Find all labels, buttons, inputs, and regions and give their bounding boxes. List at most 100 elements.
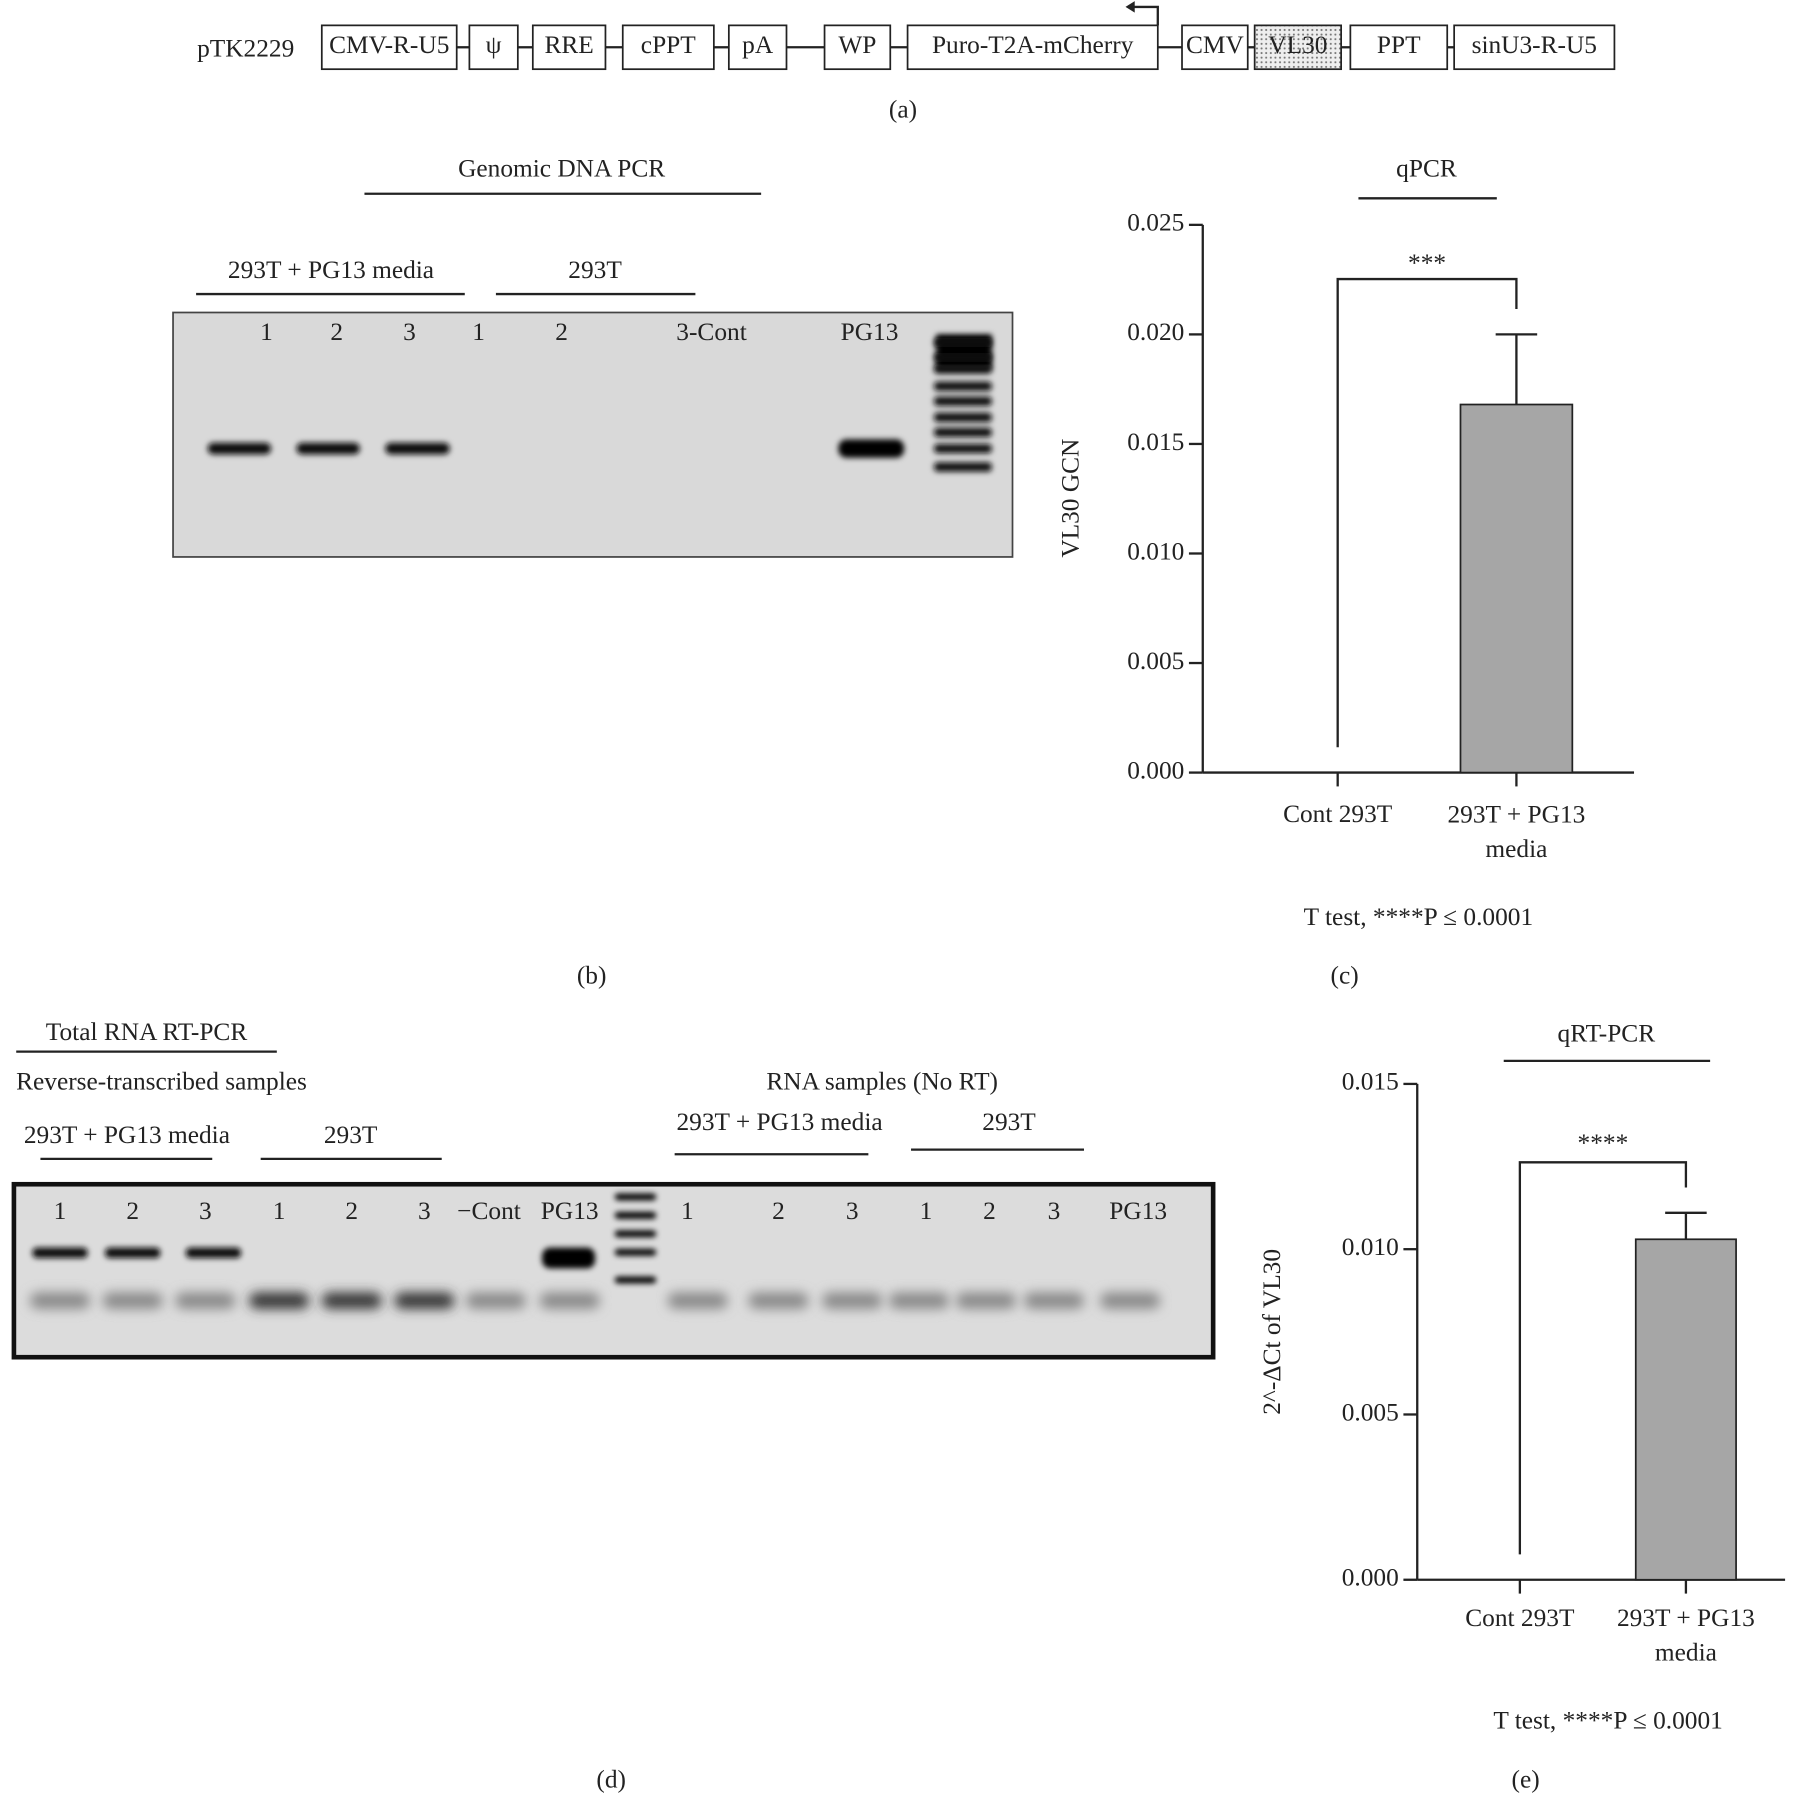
element-label: CMV-R-U5 — [329, 31, 449, 59]
element-label: sinU3-R-U5 — [1472, 31, 1597, 59]
significance-bracket — [1518, 1161, 1688, 1555]
element-label: Puro-T2A-mCherry — [932, 31, 1134, 59]
band — [249, 1292, 310, 1309]
band — [30, 1292, 91, 1309]
ladder-band — [934, 364, 992, 374]
construct-element — [621, 24, 715, 71]
construct-element — [906, 24, 1159, 71]
lane-label: 3-Cont — [676, 318, 746, 346]
ladder-band — [614, 1276, 657, 1284]
lane-label: 3 — [1048, 1197, 1061, 1225]
lane-label: PG13 — [541, 1197, 599, 1225]
ladder-band — [614, 1193, 657, 1201]
y-tick-label: 0.020 — [1127, 318, 1184, 346]
band — [394, 1292, 455, 1309]
y-tick-label: 0.025 — [1127, 209, 1184, 237]
bar — [1634, 1238, 1737, 1581]
band — [542, 1247, 596, 1269]
band — [822, 1292, 883, 1309]
lane-label: 1 — [681, 1197, 694, 1225]
group-label: 293T + PG13 media — [677, 1108, 883, 1136]
ladder-band — [934, 412, 992, 423]
lane-label: 2 — [555, 318, 568, 346]
band — [185, 1247, 242, 1259]
x-tick-label: 293T + PG13 media — [1617, 1604, 1755, 1667]
label-line: 293T + PG13 — [1447, 800, 1585, 828]
y-tick-label: 0.005 — [1342, 1398, 1399, 1426]
band — [105, 1247, 161, 1259]
lane-label: PG13 — [1109, 1197, 1167, 1225]
group-label: 293T — [982, 1108, 1036, 1136]
caption: (c) — [1331, 962, 1359, 990]
significance-bracket — [1336, 277, 1518, 748]
lane-label: 1 — [260, 318, 273, 346]
lane-label: 2 — [126, 1197, 139, 1225]
caption: (a) — [889, 96, 917, 124]
caption: (b) — [577, 962, 607, 990]
band — [296, 442, 360, 455]
y-tick-label: 0.000 — [1342, 1564, 1399, 1592]
lane-label: −Cont — [457, 1197, 521, 1225]
lane-label: 3 — [846, 1197, 859, 1225]
label-line: media — [1485, 835, 1547, 863]
y-tick-label: 0.010 — [1342, 1233, 1399, 1261]
element-label: CMV — [1186, 31, 1244, 59]
lane-label: 2 — [345, 1197, 358, 1225]
lane-label: 2 — [983, 1197, 996, 1225]
ladder-band — [614, 1230, 657, 1238]
element-label: PPT — [1377, 31, 1421, 59]
lane-label: 3 — [418, 1197, 431, 1225]
arrow-head — [1125, 1, 1135, 13]
band — [32, 1247, 88, 1259]
y-tick-label: 0.000 — [1127, 756, 1184, 784]
chart-title: qPCR — [1396, 154, 1457, 182]
note: T test, ****P ≤ 0.0001 — [1304, 903, 1534, 931]
band — [207, 442, 272, 455]
gel-b — [172, 311, 1014, 558]
promoter-arrow — [1130, 5, 1159, 26]
caption: (d) — [596, 1765, 626, 1793]
lane-label: 1 — [472, 318, 485, 346]
y-tick-label: 0.015 — [1342, 1068, 1399, 1096]
panel-title: Genomic DNA PCR — [458, 154, 665, 182]
element-label: cPPT — [641, 31, 696, 59]
ladder-band — [614, 1211, 657, 1219]
lane-label: 2 — [330, 318, 343, 346]
note: T test, ****P ≤ 0.0001 — [1493, 1707, 1722, 1735]
y-axis-label: 2^-ΔCt of VL30 — [1258, 1249, 1286, 1415]
element-label: WP — [838, 31, 876, 59]
x-tick-label: Cont 293T — [1465, 1604, 1575, 1632]
ladder-band — [934, 462, 992, 472]
group-label: 293T — [324, 1121, 378, 1149]
construct-element — [1453, 24, 1616, 71]
band — [667, 1292, 728, 1309]
bar — [1459, 403, 1574, 774]
subtitle: Reverse-transcribed samples — [16, 1068, 307, 1096]
y-tick-label: 0.015 — [1127, 428, 1184, 456]
significance-label: *** — [1408, 249, 1446, 277]
construct-element — [1253, 24, 1343, 71]
caption: (e) — [1512, 1765, 1540, 1793]
ladder-band — [934, 443, 992, 454]
construct-element — [468, 24, 519, 71]
lane-label: 1 — [273, 1197, 286, 1225]
element-label: ψ — [486, 31, 502, 59]
band — [1024, 1292, 1084, 1309]
lane-label: PG13 — [841, 318, 899, 346]
lane-label: 3 — [403, 318, 416, 346]
gel-d — [11, 1181, 1216, 1360]
group-label: 293T — [568, 256, 622, 284]
label-line: 293T + PG13 — [1617, 1604, 1755, 1632]
band — [889, 1292, 950, 1309]
construct-element — [531, 24, 607, 71]
ladder-band — [934, 396, 992, 406]
ladder-band — [934, 381, 992, 391]
band — [838, 439, 905, 458]
x-tick-label: 293T + PG13 media — [1447, 800, 1585, 863]
ladder-band — [934, 352, 992, 363]
band — [385, 442, 450, 455]
subtitle: RNA samples (No RT) — [766, 1068, 998, 1096]
group-label: 293T + PG13 media — [228, 256, 434, 284]
construct-element — [320, 24, 458, 71]
